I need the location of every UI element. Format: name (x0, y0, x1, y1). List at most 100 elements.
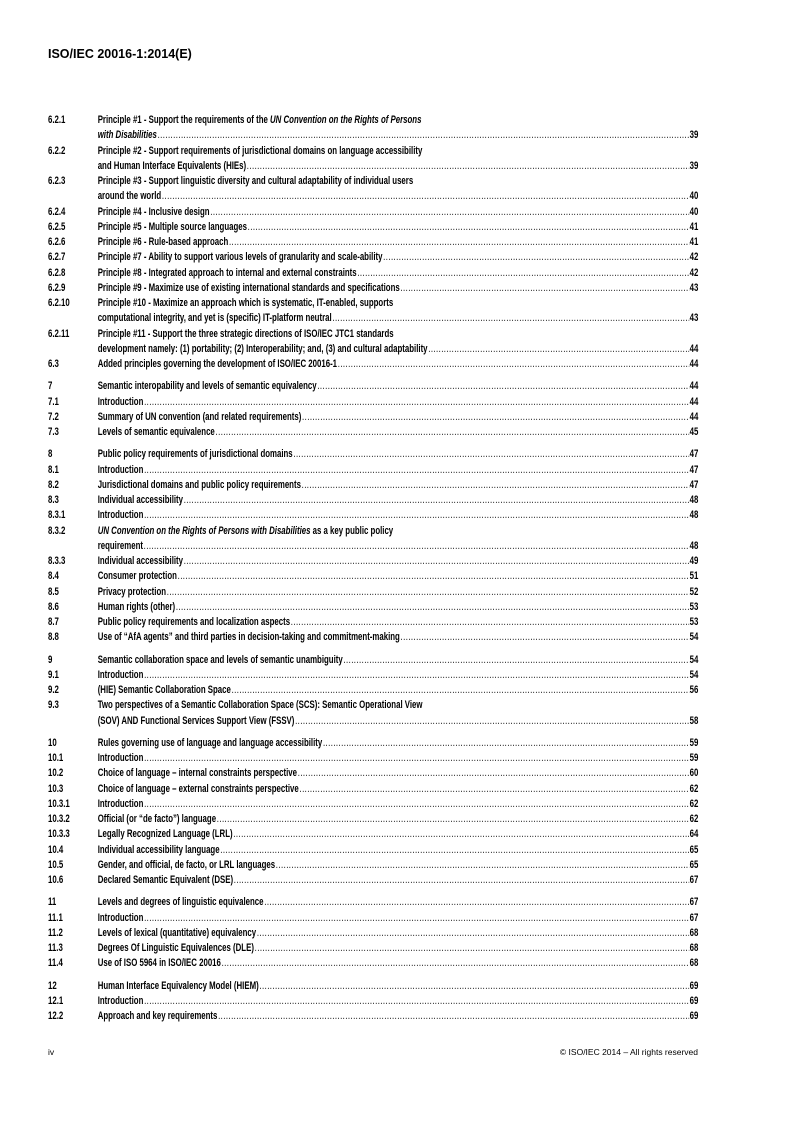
toc-entry[interactable]: 10.4 Individual accessibility language...… (48, 843, 698, 858)
title-segment: Principle #6 - Rule-based approach (97, 236, 229, 248)
section-number: 11 (48, 896, 57, 909)
toc-entry[interactable]: 6.2.3 Principle #3 - Support linguistic d… (48, 174, 698, 205)
dot-leader: ........................................… (233, 874, 689, 886)
section-number: 6.2.7 (48, 251, 66, 264)
page-number: 54 (689, 631, 699, 644)
toc-entry[interactable]: 7.2 Summary of UN convention (and related… (48, 410, 698, 425)
page-number: 44 (689, 342, 699, 355)
toc-entry[interactable]: 11.3 Degrees Of Linguistic Equivalences (… (48, 941, 698, 956)
toc-entry[interactable]: 8.3.3 Individual accessibility...........… (48, 554, 698, 569)
toc-entry[interactable]: 6.2.9 Principle #9 - Maximize use of exis… (48, 281, 698, 296)
toc-entry[interactable]: 6.2.4 Principle #4 - Inclusive design ...… (48, 205, 698, 220)
toc-entry[interactable]: 11.1 Introduction........................… (48, 911, 698, 926)
toc-entry[interactable]: 7 Semantic interopability and levels of s… (48, 379, 698, 394)
toc-entry[interactable]: 12 Human Interface Equivalency Model (HIE… (48, 979, 698, 994)
entry-title: Introduction............................… (98, 994, 699, 1009)
entry-title: Principle #1 - Support the requirements … (98, 113, 699, 144)
title-text: and Human Interface Equivalents (HIEs) (98, 159, 246, 174)
title-line: requirement ............................… (98, 539, 699, 554)
title-line: Principle #4 - Inclusive design ........… (98, 205, 699, 220)
toc-entry[interactable]: 10.3 Choice of language – external constr… (48, 782, 698, 797)
toc-entry[interactable]: 10.3.1 Introduction......................… (48, 797, 698, 812)
entry-title: Introduction............................… (98, 463, 699, 478)
toc-entry[interactable]: 11.2 Levels of lexical (quantitative) equ… (48, 926, 698, 941)
footer-copyright: © ISO/IEC 2014 – All rights reserved (559, 1047, 698, 1057)
toc-entry[interactable]: 11 Levels and degrees of linguistic equiv… (48, 895, 698, 910)
title-segment: Semantic collaboration space and levels … (97, 653, 343, 666)
title-line: Principle #7 - Ability to support variou… (98, 250, 699, 265)
entry-title: Principle #11 - Support the three strate… (98, 327, 699, 358)
toc-entry[interactable]: 9.1 Introduction.........................… (48, 668, 698, 683)
toc-entry[interactable]: 6.2.5 Principle #5 - Multiple source lang… (48, 220, 698, 235)
toc-entry[interactable]: 10.3.2 Official (or “de facto”) language … (48, 812, 698, 827)
section-number: 10.1 (48, 752, 64, 764)
title-line: Principle #3 - Support linguistic divers… (98, 174, 699, 189)
toc-entry[interactable]: 6.2.10 Principle #10 - Maximize an approa… (48, 296, 698, 327)
title-text: Semantic collaboration space and levels … (98, 653, 343, 668)
title-text: Introduction (98, 668, 144, 683)
title-text: Two perspectives of a Semantic Collabora… (98, 699, 423, 711)
toc-entry[interactable]: 8.3 Individual accessibility.............… (48, 493, 698, 508)
toc-entry[interactable]: 6.2.2 Principle #2 - Support requirements… (48, 144, 698, 175)
toc-entry[interactable]: 6.2.11 Principle #11 - Support the three … (48, 327, 698, 358)
title-segment: Introduction (97, 994, 144, 1007)
toc-entry[interactable]: 6.2.7 Principle #7 - Ability to support v… (48, 250, 698, 265)
toc-entry[interactable]: 8.5 Privacy protection...................… (48, 585, 698, 600)
toc-entry[interactable]: 8.4 Consumer protection .................… (48, 569, 698, 584)
dot-leader: ........................................… (144, 752, 689, 764)
toc-entry[interactable]: 11.4 Use of ISO 5964 in ISO/IEC 20016....… (48, 956, 698, 971)
section-number: 6.2.2 (48, 144, 66, 157)
toc-entry[interactable]: 10 Rules governing use of language and la… (48, 736, 698, 751)
section-number: 10.5 (48, 858, 64, 871)
dot-leader: ........................................… (293, 448, 689, 461)
toc-entry[interactable]: 7.1 Introduction.........................… (48, 395, 698, 410)
toc-entry[interactable]: 10.5 Gender, and official, de facto, or L… (48, 858, 698, 873)
toc-entry[interactable]: 10.3.3 Legally Recognized Language (LRL).… (48, 827, 698, 842)
toc-entry[interactable]: 6.2.1 Principle #1 - Support the requirem… (48, 113, 698, 144)
entry-title: Rules governing use of language and lang… (98, 736, 699, 751)
toc-entry[interactable]: 8.6 Human rights (other) ................… (48, 600, 698, 615)
toc-entry[interactable]: 7.3 Levels of semantic equivalence.......… (48, 425, 698, 440)
title-line: Introduction............................… (98, 994, 699, 1009)
title-segment: Introduction (97, 752, 144, 764)
toc-entry[interactable]: 12.1 Introduction........................… (48, 994, 698, 1009)
toc-entry[interactable]: 12.2 Approach and key requirements.......… (48, 1009, 698, 1024)
toc-entry[interactable]: 9.2 (HIE) Semantic Collaboration Space...… (48, 683, 698, 698)
page-number: 62 (689, 797, 699, 810)
title-text: around the world (98, 189, 162, 204)
page-number: 44 (689, 410, 699, 423)
title-segment: Declared Semantic Equivalent (DSE) (97, 874, 234, 886)
page-number: 64 (689, 828, 699, 841)
toc-entry[interactable]: 8.7 Public policy requirements and locali… (48, 615, 698, 630)
section-number: 6.2.8 (48, 266, 66, 279)
toc-entry[interactable]: 8.3.2 UN Convention on the Rights of Pers… (48, 524, 698, 555)
toc-entry[interactable]: 10.2 Choice of language – internal constr… (48, 766, 698, 781)
toc-entry[interactable]: 9.3 Two perspectives of a Semantic Collab… (48, 698, 698, 729)
toc-entry[interactable]: 8.8 Use of “AfA agents” and third parties… (48, 630, 698, 645)
toc-entry[interactable]: 6.3 Added principles governing the develo… (48, 357, 698, 372)
title-line: Individual accessibility................… (98, 554, 699, 569)
toc-entry[interactable]: 10.6 Declared Semantic Equivalent (DSE) .… (48, 873, 698, 888)
title-line: Principle #5 - Multiple source languages… (98, 220, 699, 235)
entry-title: Individual accessibility................… (98, 493, 699, 508)
toc-entry[interactable]: 10.1 Introduction........................… (48, 751, 698, 766)
entry-title: Introduction............................… (98, 751, 699, 766)
toc-entry[interactable]: 8.2 Jurisdictional domains and public pol… (48, 478, 698, 493)
title-line: Semantic collaboration space and levels … (98, 653, 699, 668)
section-number: 6.2.10 (48, 297, 70, 309)
title-segment: Levels of lexical (quantitative) equival… (97, 926, 257, 939)
title-text: Public policy requirements of jurisdicti… (98, 447, 293, 462)
toc-entry[interactable]: 6.2.8 Principle #8 - Integrated approach … (48, 266, 698, 281)
toc-entry[interactable]: 6.2.6 Principle #6 - Rule-based approach.… (48, 235, 698, 250)
title-text: Introduction (98, 463, 144, 478)
title-segment: Jurisdictional domains and public policy… (97, 478, 301, 491)
toc-entry[interactable]: 8.3.1 Introduction.......................… (48, 508, 698, 523)
title-text: Levels and degrees of linguistic equival… (98, 895, 264, 910)
title-segment: Legally Recognized Language (LRL) (97, 828, 233, 841)
section-number: 7.3 (48, 426, 59, 438)
toc-entry[interactable]: 8 Public policy requirements of jurisdict… (48, 447, 698, 462)
title-line: UN Convention on the Rights of Persons w… (98, 524, 699, 539)
toc-entry[interactable]: 9 Semantic collaboration space and levels… (48, 653, 698, 668)
toc-entry[interactable]: 8.1 Introduction.........................… (48, 463, 698, 478)
dot-leader: ........................................… (322, 736, 689, 749)
